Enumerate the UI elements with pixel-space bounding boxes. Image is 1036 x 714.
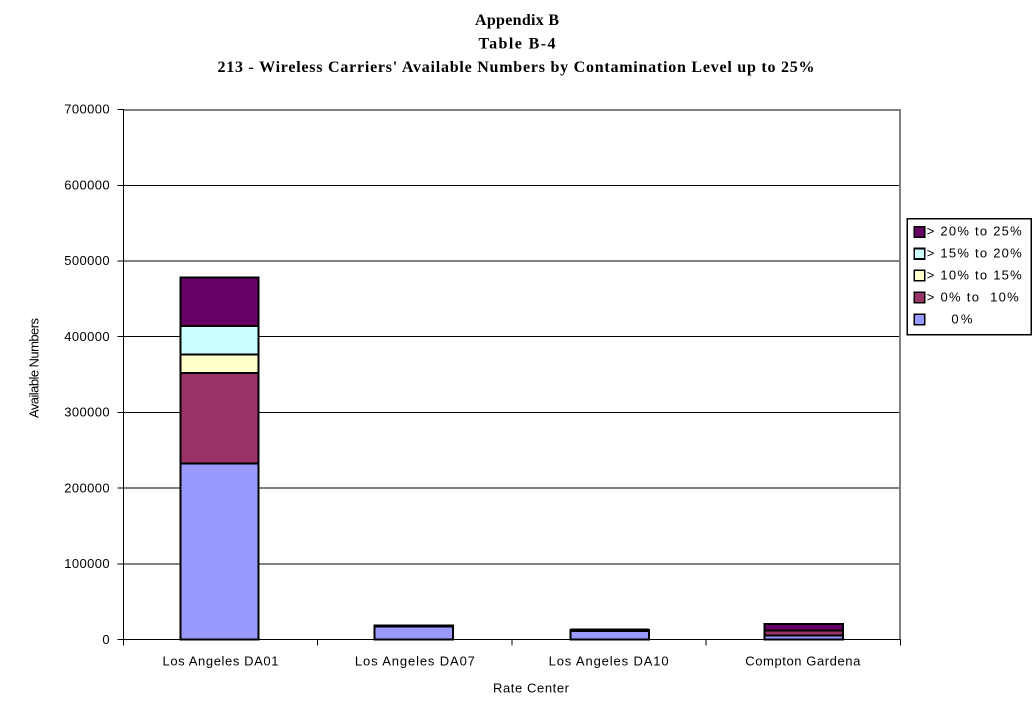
svg-text:> 10% to 15%: > 10% to 15% xyxy=(927,268,1022,283)
svg-text:400000: 400000 xyxy=(64,329,110,344)
svg-text:Table B-4: Table B-4 xyxy=(479,36,556,53)
svg-text:700000: 700000 xyxy=(64,102,110,117)
svg-text:Rate Center: Rate Center xyxy=(493,681,570,696)
svg-text:0: 0 xyxy=(102,632,110,647)
svg-text:0%: 0% xyxy=(951,311,972,326)
svg-text:Appendix B: Appendix B xyxy=(475,12,559,29)
svg-text:Los Angeles DA01: Los Angeles DA01 xyxy=(163,653,279,668)
svg-text:Compton Gardena: Compton Gardena xyxy=(745,653,861,668)
svg-text:Available Numbers: Available Numbers xyxy=(27,318,42,419)
svg-text:> 15% to 20%: > 15% to 20% xyxy=(927,246,1022,261)
svg-text:> 0% to 10%: > 0% to 10% xyxy=(927,289,1019,304)
svg-text:200000: 200000 xyxy=(64,480,110,495)
svg-text:213 - Wireless Carriers' Avail: 213 - Wireless Carriers' Available Numbe… xyxy=(218,59,815,76)
svg-text:Los Angeles DA07: Los Angeles DA07 xyxy=(355,653,475,668)
svg-text:Los Angeles DA10: Los Angeles DA10 xyxy=(549,653,669,668)
svg-text:> 20% to 25%: > 20% to 25% xyxy=(927,224,1022,239)
svg-text:600000: 600000 xyxy=(64,177,110,192)
svg-text:100000: 100000 xyxy=(64,556,110,571)
svg-text:300000: 300000 xyxy=(64,405,110,420)
svg-text:500000: 500000 xyxy=(64,253,110,268)
